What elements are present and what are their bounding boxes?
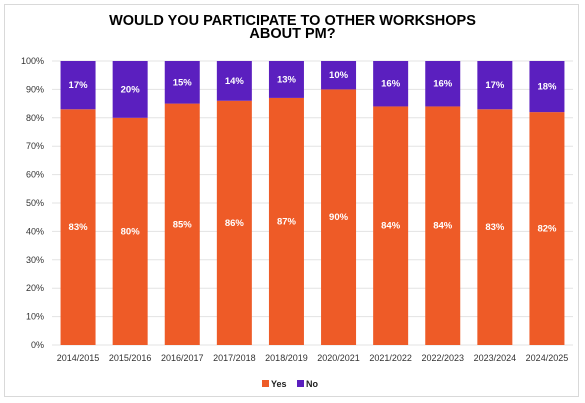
bar-no <box>321 61 357 90</box>
data-label-no: 16% <box>433 79 453 90</box>
y-tick-label: 90% <box>26 84 44 94</box>
data-label-yes: 83% <box>485 222 505 233</box>
bar-no <box>216 61 252 101</box>
x-tick-label: 2014/2015 <box>57 353 100 363</box>
x-tick-label: 2021/2022 <box>369 353 412 363</box>
data-label-yes: 87% <box>277 216 297 227</box>
data-label-yes: 84% <box>433 221 453 232</box>
data-label-yes: 83% <box>69 222 89 233</box>
data-label-no: 15% <box>173 77 193 88</box>
y-tick-label: 100% <box>21 56 44 66</box>
bar-yes <box>321 89 357 346</box>
bar-no <box>477 61 513 110</box>
bar-yes <box>529 112 565 346</box>
data-label-yes: 85% <box>173 219 193 230</box>
bar-no <box>112 61 148 118</box>
bar-no <box>268 61 304 98</box>
x-tick-label: 2017/2018 <box>213 353 256 363</box>
data-label-no: 17% <box>485 80 505 91</box>
data-label-no: 17% <box>69 80 89 91</box>
x-tick-label: 2022/2023 <box>421 353 464 363</box>
data-label-no: 13% <box>277 74 297 85</box>
y-tick-label: 40% <box>26 226 44 236</box>
data-label-yes: 90% <box>329 212 349 223</box>
bar-yes <box>60 109 96 345</box>
legend-swatch <box>262 380 269 387</box>
bar-yes <box>425 106 461 345</box>
chart-title-line-1: WOULD YOU PARTICIPATE TO OTHER WORKSHOPS <box>109 13 476 29</box>
data-label-no: 10% <box>329 70 349 81</box>
y-tick-label: 80% <box>26 113 44 123</box>
y-tick-label: 10% <box>26 312 44 322</box>
bar-yes <box>112 117 148 345</box>
data-label-no: 14% <box>225 76 245 87</box>
bar-no <box>529 61 565 113</box>
x-tick-label: 2018/2019 <box>265 353 308 363</box>
bar-yes <box>268 97 304 345</box>
data-label-no: 16% <box>381 79 401 90</box>
bar-no <box>425 61 461 107</box>
bar-yes <box>164 103 200 345</box>
bar-yes <box>216 100 252 345</box>
x-tick-label: 2024/2025 <box>526 353 569 363</box>
y-tick-label: 70% <box>26 141 44 151</box>
y-tick-label: 30% <box>26 255 44 265</box>
x-tick-label: 2016/2017 <box>161 353 204 363</box>
bar-yes <box>477 109 513 345</box>
x-tick-label: 2023/2024 <box>474 353 517 363</box>
data-label-yes: 80% <box>121 226 141 237</box>
x-tick-label: 2020/2021 <box>317 353 360 363</box>
data-label-yes: 82% <box>537 224 557 235</box>
data-label-no: 20% <box>121 84 141 95</box>
y-tick-label: 60% <box>26 170 44 180</box>
chart-title-line-2: ABOUT PM? <box>249 26 336 42</box>
bar-no <box>164 61 200 104</box>
data-label-no: 18% <box>537 82 557 93</box>
legend-item: Yes <box>271 379 287 389</box>
bar-no <box>373 61 409 107</box>
x-tick-label: 2015/2016 <box>109 353 152 363</box>
y-tick-label: 50% <box>26 198 44 208</box>
data-label-yes: 84% <box>381 221 401 232</box>
y-tick-label: 0% <box>31 340 44 350</box>
bar-no <box>60 61 96 110</box>
bar-yes <box>373 106 409 345</box>
legend-item: No <box>306 379 318 389</box>
y-tick-label: 20% <box>26 283 44 293</box>
data-label-yes: 86% <box>225 218 245 229</box>
legend-swatch <box>297 380 304 387</box>
